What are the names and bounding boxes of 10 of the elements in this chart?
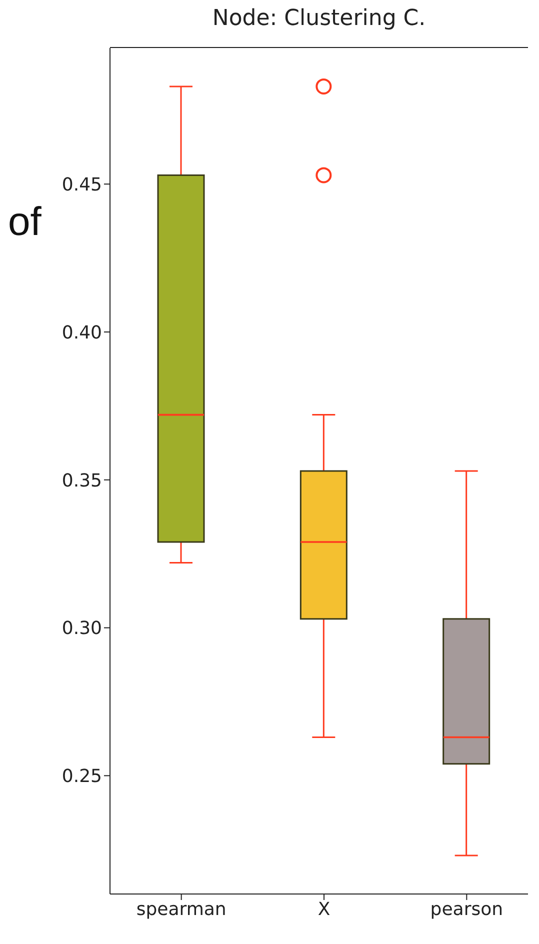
text-fragment: of: [8, 200, 42, 245]
x-tick-label: pearson: [430, 898, 504, 920]
y-tick-label: 0.35: [62, 470, 102, 492]
y-tick-label: 0.45: [62, 174, 102, 196]
x-tick-label: spearman: [136, 898, 226, 920]
y-tick-label: 0.40: [62, 322, 102, 344]
x-tick-label: X: [318, 898, 330, 920]
chart-title: Node: Clustering C.: [211, 6, 427, 31]
y-tick-label: 0.25: [62, 766, 102, 788]
y-tick-label: 0.30: [62, 618, 102, 640]
